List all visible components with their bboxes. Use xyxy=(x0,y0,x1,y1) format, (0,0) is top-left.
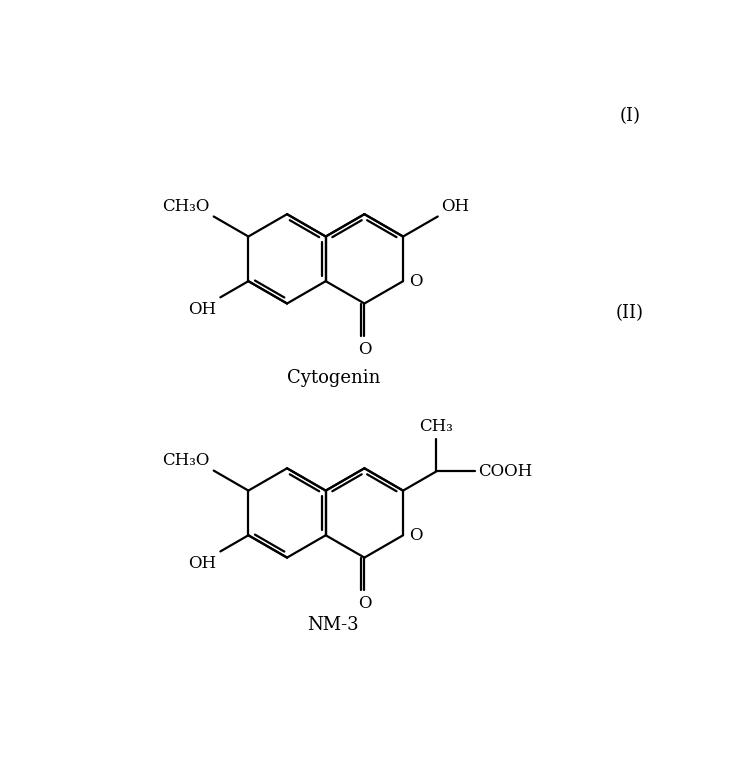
Text: O: O xyxy=(357,595,372,612)
Text: CH₃O: CH₃O xyxy=(163,452,210,469)
Text: OH: OH xyxy=(189,555,216,572)
Text: COOH: COOH xyxy=(478,463,532,480)
Text: O: O xyxy=(409,273,423,290)
Text: (II): (II) xyxy=(616,304,644,322)
Text: CH₃O: CH₃O xyxy=(163,198,210,215)
Text: OH: OH xyxy=(189,301,216,318)
Text: O: O xyxy=(357,342,372,359)
Text: (I): (I) xyxy=(620,107,640,126)
Text: Cytogenin: Cytogenin xyxy=(287,369,380,387)
Text: O: O xyxy=(409,527,423,544)
Text: OH: OH xyxy=(441,198,470,215)
Text: CH₃: CH₃ xyxy=(420,418,453,435)
Text: NM-3: NM-3 xyxy=(308,615,360,634)
